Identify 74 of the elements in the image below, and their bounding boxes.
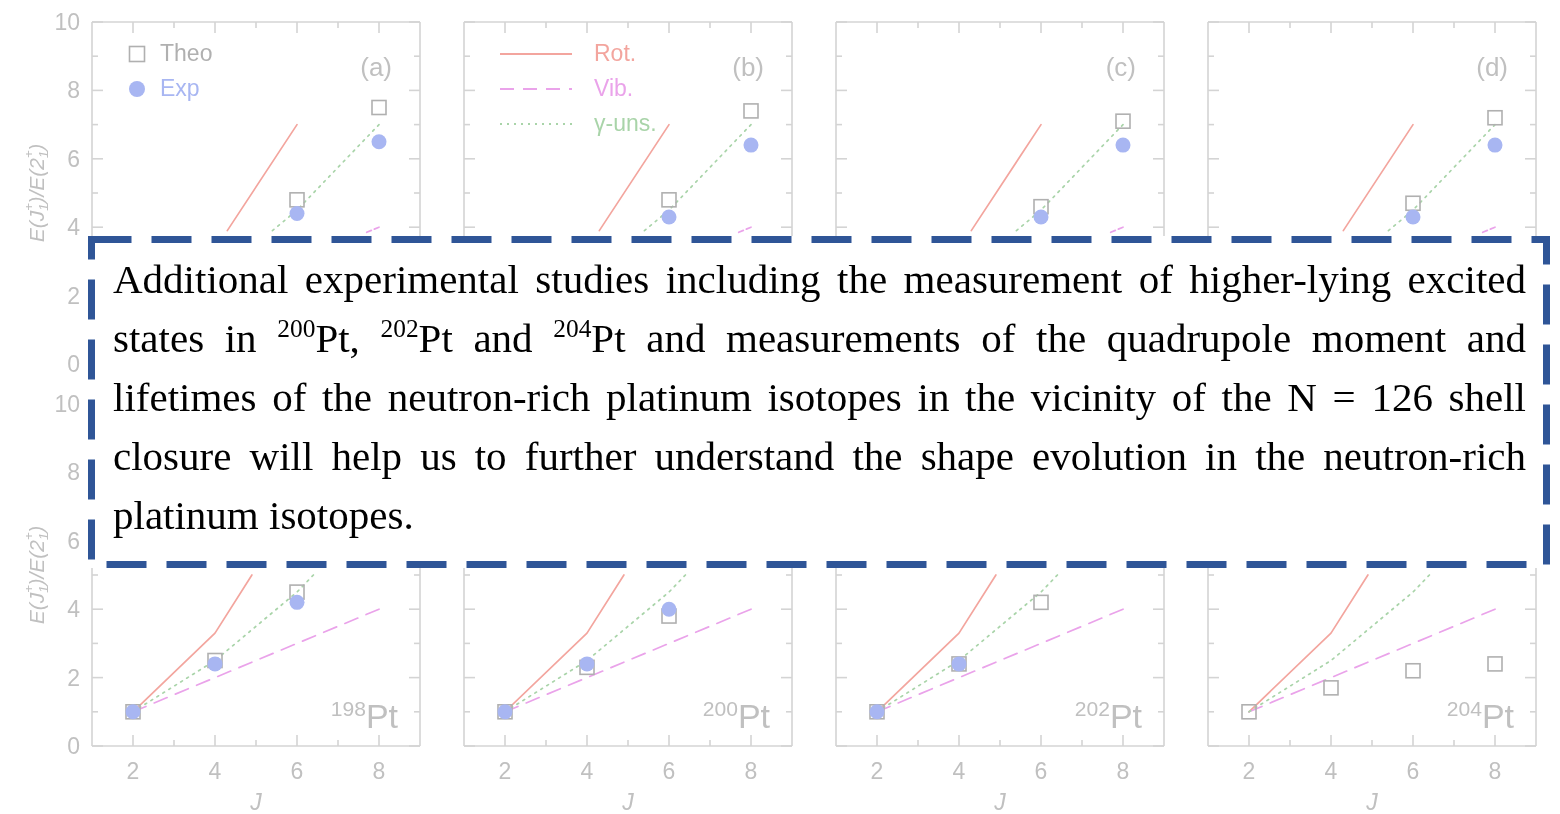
y-tick-label: 8 <box>67 77 80 104</box>
x-tick-label: 6 <box>1034 758 1048 785</box>
y-tick-label: 10 <box>54 391 80 418</box>
point <box>661 209 677 225</box>
x-tick-label: 6 <box>1406 758 1420 785</box>
legend-label: Exp <box>160 75 200 102</box>
y-tick-label: 6 <box>67 527 80 554</box>
point <box>1033 209 1049 225</box>
point <box>661 608 677 624</box>
annotation: $^{200}$Pt <box>702 696 770 736</box>
point <box>207 652 223 669</box>
point <box>1115 113 1131 129</box>
point <box>579 659 595 676</box>
x-axis-title: J <box>249 789 263 814</box>
point <box>207 656 223 672</box>
point <box>579 656 595 672</box>
point <box>371 99 387 116</box>
x-tick-label: 8 <box>1488 758 1502 785</box>
x-tick-label: 4 <box>952 758 966 785</box>
point <box>661 601 677 617</box>
y-tick-label: 0 <box>67 733 80 760</box>
annotation: (d) <box>1476 52 1508 83</box>
x-tick-label: 2 <box>1242 758 1256 785</box>
annotation: $^{204}$Pt <box>1446 696 1514 736</box>
y-tick-label: 2 <box>67 282 80 309</box>
x-tick-label: 2 <box>870 758 884 785</box>
x-tick-label: 8 <box>744 758 758 785</box>
point <box>1405 662 1421 679</box>
x-tick-label: 6 <box>290 758 304 785</box>
point <box>1115 137 1131 153</box>
point <box>1405 195 1421 212</box>
point <box>1487 109 1503 126</box>
point <box>1033 198 1049 215</box>
legend-label: γ-uns. <box>594 110 657 137</box>
point <box>1241 704 1257 720</box>
x-tick-label: 2 <box>498 758 512 785</box>
annotation: $^{202}$Pt <box>1074 696 1142 736</box>
x-axis-title: J <box>993 789 1007 814</box>
legend-label: Theo <box>160 40 213 67</box>
point <box>1487 656 1503 672</box>
y-tick-label: 4 <box>67 214 81 241</box>
point <box>289 206 305 222</box>
legend-label: Vib. <box>594 75 634 102</box>
x-axis-title: J <box>621 789 635 814</box>
y-tick-label: 8 <box>67 459 80 486</box>
point <box>1405 209 1421 225</box>
x-tick-label: 4 <box>208 758 222 785</box>
point <box>743 137 759 153</box>
x-tick-label: 4 <box>1324 758 1338 785</box>
y-tick-label: 4 <box>67 596 81 623</box>
x-tick-label: 6 <box>662 758 676 785</box>
x-tick-label: 2 <box>126 758 140 785</box>
annotation: (a) <box>360 52 392 83</box>
point <box>371 134 387 150</box>
point <box>1487 137 1503 153</box>
annotation: (b) <box>732 52 764 83</box>
annotation: (c) <box>1105 52 1136 83</box>
point <box>661 192 677 208</box>
y-tick-label: 10 <box>54 9 80 36</box>
point <box>289 594 305 610</box>
y-tick-label: 2 <box>67 664 80 691</box>
x-tick-label: 8 <box>1116 758 1130 785</box>
annotation: $^{198}$Pt <box>330 696 398 736</box>
x-tick-label: 8 <box>372 758 386 785</box>
point <box>1323 680 1339 696</box>
point <box>289 584 305 600</box>
x-axis-title: J <box>1365 789 1379 814</box>
legend-label: Rot. <box>594 40 637 67</box>
text: Additional experimental studies including the measurement of higher-lying excited states in $^{200}$Pt, $^{202}$Pt and $^{204}$Pt and measurements of the quadrupole moment and lifetimes of the neutron-rich platinum isotopes in the vicinity of the N = 126 shell closure will help us to further understand the shape evolution in the neutron-rich platinum isotopes. <box>113 256 1526 538</box>
y-tick-label: 0 <box>67 351 80 378</box>
point <box>743 103 759 119</box>
x-tick-label: 4 <box>580 758 594 785</box>
point <box>289 192 305 208</box>
y-tick-label: 6 <box>67 145 80 172</box>
